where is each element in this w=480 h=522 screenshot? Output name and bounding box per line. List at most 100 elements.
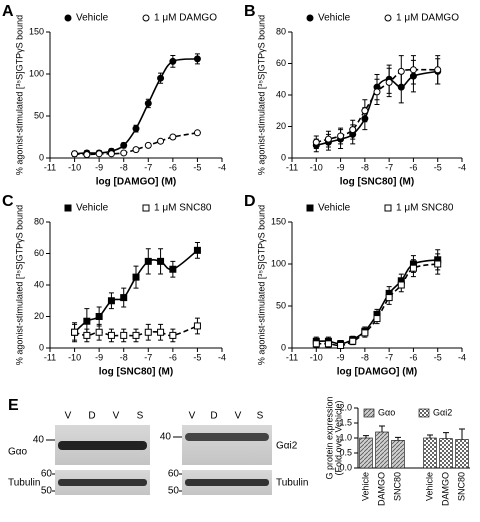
blot: V D V S Gαo Tubulin 40 60 50 (8, 411, 150, 497)
x-axis-title: log [DAMGO] (M) (96, 177, 177, 188)
x-axis-title: log [DAMGO] (M) (337, 367, 418, 378)
x-tick-label: -7 (144, 352, 152, 362)
marker (193, 246, 201, 254)
legend-marker (384, 14, 392, 22)
mw-marker: 40 (160, 432, 172, 443)
x-tick-label: -5 (193, 162, 201, 172)
marker (169, 265, 177, 273)
y-tick-label: 60 (276, 58, 286, 68)
marker (120, 294, 128, 302)
legend-marker (64, 14, 72, 22)
legend-marker (306, 204, 314, 212)
marker (107, 331, 115, 339)
band (58, 479, 147, 486)
y-tick-label: 1.5 (339, 417, 352, 427)
marker (349, 337, 357, 345)
marker (83, 331, 91, 339)
bar (359, 437, 373, 469)
x-tick-label: -11 (44, 162, 56, 172)
marker (434, 260, 442, 268)
legend-label: 1 μM DAMGO (154, 13, 217, 24)
y-tick-label: 150 (271, 216, 286, 226)
marker (95, 328, 103, 336)
marker (132, 331, 140, 339)
y-axis-title: % agonist-stimulated [³⁵S]GTPγS bound (14, 15, 24, 175)
y-axis-title: % agonist-stimulated [³⁵S]GTPγS bound (256, 205, 266, 365)
error-bar (395, 436, 401, 441)
marker (373, 315, 381, 323)
marker (95, 150, 103, 158)
x-tick-label: -9 (337, 162, 345, 172)
marker (95, 313, 103, 320)
marker (385, 78, 393, 86)
error-bar (379, 425, 385, 432)
lane-label: S (137, 411, 144, 422)
marker (397, 281, 405, 289)
marker (169, 133, 177, 141)
lane-label: S (257, 411, 264, 422)
lane-label: V (113, 411, 120, 422)
marker (107, 150, 115, 158)
legend-label: 1 μM DAMGO (396, 13, 459, 24)
blot: V D V S Gαi2 Tubulin 40 60 50 (160, 411, 309, 497)
x-tick-label: -10 (310, 162, 323, 172)
x-tick-label: SNC80 (392, 472, 402, 501)
legend-marker (142, 14, 150, 22)
marker (120, 149, 128, 157)
y-tick-label: 50 (34, 110, 44, 120)
y-axis-title: % agonist-stimulated [³⁵S]GTPγS bound (256, 15, 266, 175)
x-tick-label: -6 (169, 352, 177, 362)
mw-marker: 60 (168, 469, 180, 480)
marker (157, 137, 165, 145)
y-tick-label: 0 (39, 342, 44, 352)
lane-label: V (65, 411, 72, 422)
lane-label: V (189, 411, 196, 422)
x-tick-label: -9 (95, 162, 103, 172)
y-axis-title: % agonist-stimulated [³⁵S]GTPγS bound (14, 205, 24, 365)
marker (83, 151, 91, 159)
x-tick-label: -9 (337, 352, 345, 362)
mw-marker: 60 (41, 469, 53, 480)
marker (312, 340, 320, 348)
x-tick-label: -5 (193, 352, 201, 362)
x-axis-title: log [SNC80] (M) (340, 177, 414, 188)
y-tick-label: 0 (39, 152, 44, 162)
y-tick-label: 150 (29, 26, 44, 36)
marker (83, 317, 91, 325)
marker (169, 331, 177, 339)
marker (324, 340, 332, 348)
fit-curve (316, 263, 438, 347)
x-tick-label: -6 (409, 352, 417, 362)
y-tick-label: 100 (271, 258, 286, 268)
legend-label: Vehicle (318, 13, 351, 24)
x-tick-label: -11 (286, 352, 298, 362)
protein-label: Gαi2 (276, 441, 298, 452)
x-tick-label: -4 (218, 162, 226, 172)
x-tick-label: -11 (44, 352, 56, 362)
x-tick-label: Vehicle (424, 472, 434, 501)
marker (107, 297, 115, 305)
legend-label: Vehicle (318, 203, 351, 214)
marker (144, 99, 152, 107)
marker (144, 141, 152, 149)
x-tick-label: Vehicle (360, 472, 370, 501)
marker (132, 146, 140, 154)
panel-label: D (244, 193, 256, 210)
marker (385, 294, 393, 302)
marker (373, 88, 381, 96)
legend-label: 1 μM SNC80 (396, 203, 454, 214)
bar (423, 437, 437, 469)
y-tick-label: 0.5 (339, 447, 352, 457)
y-tick-label: 60 (34, 248, 44, 258)
x-tick-label: -4 (218, 352, 226, 362)
x-tick-label: -10 (68, 352, 81, 362)
y-tick-label: 80 (276, 26, 286, 36)
loading-label: Tubulin (276, 478, 308, 489)
band (58, 441, 147, 450)
x-tick-label: -8 (120, 162, 128, 172)
marker (337, 341, 345, 349)
marker (71, 328, 79, 336)
y-tick-label: 80 (34, 216, 44, 226)
legend-label: Gαi2 (433, 407, 452, 417)
marker (397, 67, 405, 75)
